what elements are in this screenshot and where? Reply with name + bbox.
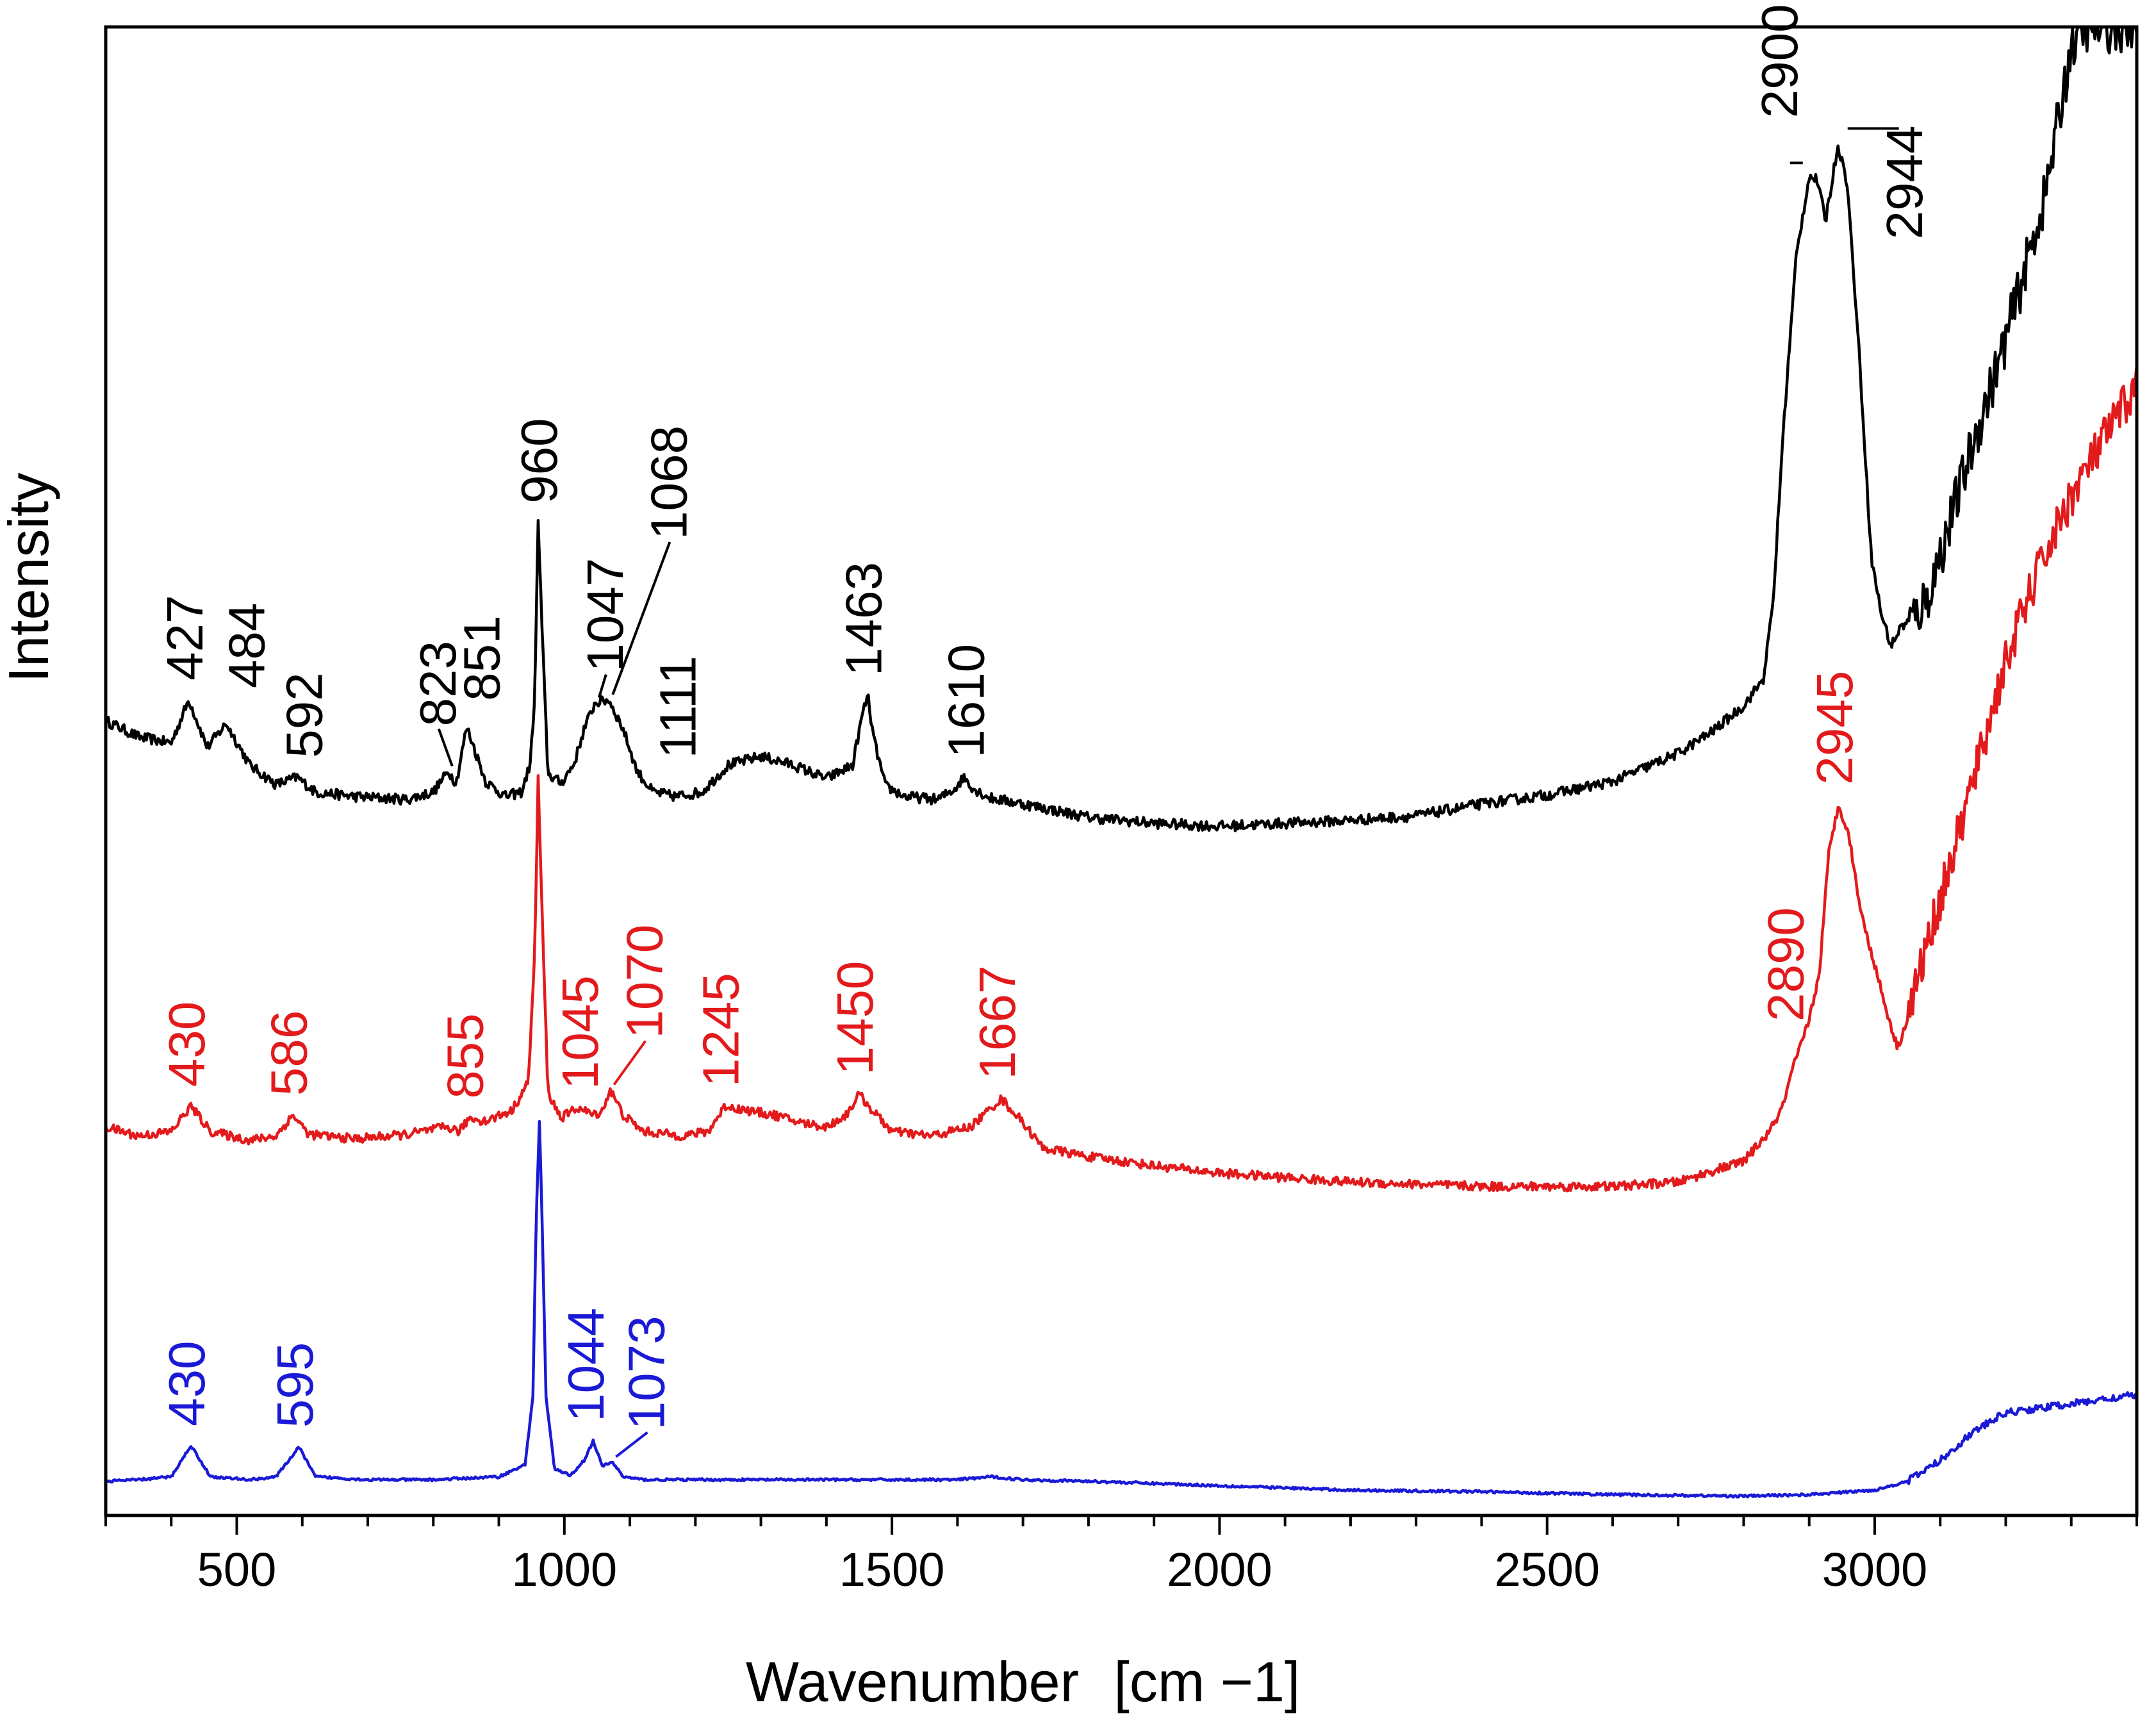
peak-label-bottom: 1073 [618,1316,675,1430]
x-tick-label: 1000 [511,1543,617,1596]
peak-label-middle: 586 [261,1011,318,1096]
x-tick-label: 500 [197,1543,276,1596]
spectra-group [104,25,2139,1499]
peak-label-middle: 855 [437,1013,494,1098]
x-tick-label: 2500 [1494,1543,1600,1596]
peak-label-bottom: 1044 [557,1308,614,1422]
peak-leader-line [613,1040,647,1085]
peak-label-bottom: 595 [267,1342,324,1428]
x-tick-label: 3000 [1822,1543,1928,1596]
peak-label-top: 484 [218,603,275,688]
peak-label-top: 2944 [1876,126,1933,240]
peak-label-top: 1068 [640,425,697,540]
peak-label-top: 851 [454,615,511,700]
peak-label-middle: 2890 [1757,907,1814,1021]
x-tick-label: 2000 [1167,1543,1272,1596]
peak-label-middle: 1045 [552,975,609,1089]
peak-label-top: 1463 [835,562,892,676]
y-axis-title: Intensity [0,473,60,683]
peak-label-middle: 1667 [969,966,1026,1080]
series-line-top [104,25,2139,832]
peak-leader-line [615,1431,648,1458]
peak-label-top: 1111 [649,656,706,758]
peak-label-top: 2900 [1751,4,1808,118]
x-axis-ticks: 500 1000 1500 2000 2500 3000 [104,1515,2138,1596]
peak-label-middle: 430 [158,1002,215,1087]
peak-leader-line [597,674,607,698]
peak-label-bottom: 430 [158,1341,215,1426]
peak-label-middle: 1245 [692,973,749,1087]
x-axis-label: Wavenumber [746,1650,1079,1713]
series-line-middle [104,365,2139,1193]
peak-leader-line [437,728,454,767]
peak-label-top: 960 [511,418,568,503]
x-tick-label: 1500 [839,1543,945,1596]
peak-label-top: 823 [409,641,466,726]
peak-label-top: 592 [276,672,333,757]
peak-label-top: 1610 [938,644,995,758]
peak-label-middle: 2945 [1806,671,1863,785]
x-axis-unit: [cm −1] [1114,1650,1300,1713]
peak-leader-line [611,541,671,695]
peak-label-middle: 1450 [827,961,884,1075]
peak-label-middle: 1070 [616,925,673,1039]
plot-frame [104,25,2139,1517]
x-axis-title: Wavenumber [cm −1] [746,1650,1300,1713]
series-line-bottom [104,1119,2138,1499]
peak-label-top: 1047 [577,558,634,672]
peak-label-top: 427 [156,595,213,681]
